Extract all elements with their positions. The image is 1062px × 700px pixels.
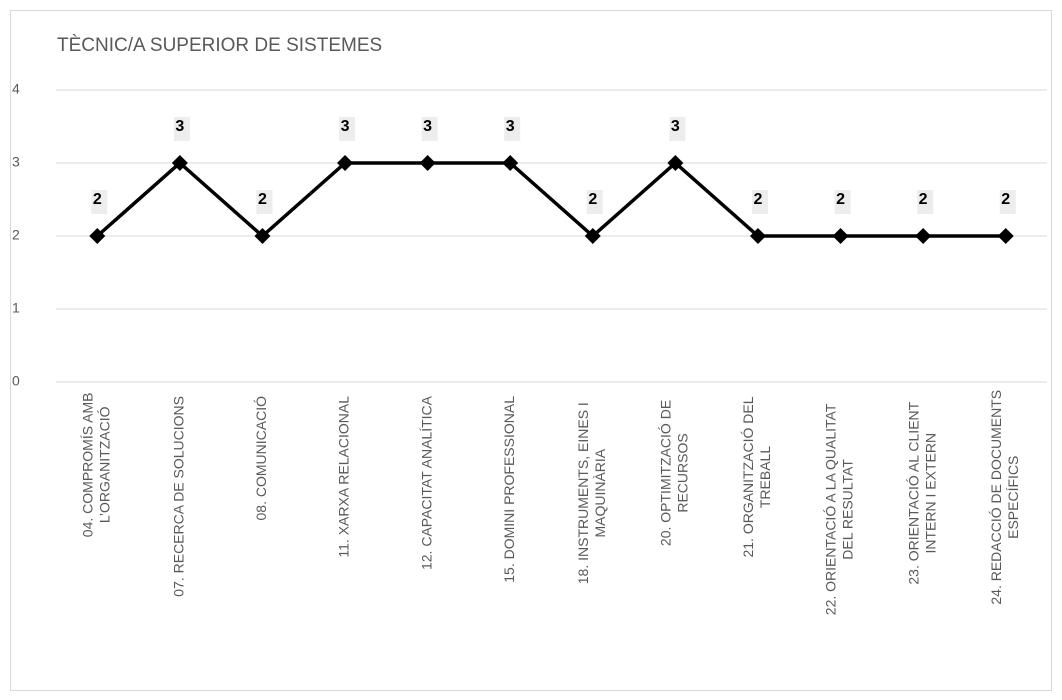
data-label: 2	[1001, 191, 1010, 208]
data-label-shadow	[834, 190, 851, 214]
marker	[419, 155, 436, 171]
x-tick-label: 23. ORIENTACIÓ AL CLIENT	[905, 401, 921, 584]
data-label-shadow	[339, 117, 356, 141]
y-tick-label: 0	[12, 373, 20, 389]
x-tick-label: 22. ORIENTACIÓ A LA QUALITAT	[823, 403, 839, 615]
chart-border	[10, 10, 1052, 691]
x-tick-label: L’ORGANITZACIÓ	[96, 406, 112, 523]
data-label: 3	[671, 118, 680, 135]
x-tick-label: 08. COMUNICACIÓ	[253, 396, 269, 521]
data-label-shadow	[91, 190, 108, 214]
marker	[667, 155, 684, 171]
data-label: 3	[506, 118, 515, 135]
y-tick-label: 2	[12, 227, 20, 243]
data-label: 2	[588, 191, 597, 208]
data-label-shadow	[586, 190, 603, 214]
x-tick-label: 20. OPTIMITZACIÓ DE	[658, 400, 674, 546]
data-label: 2	[93, 191, 102, 208]
x-tick-label: 24. REDACCIÓ DE DOCUMENTS	[988, 390, 1004, 605]
data-label-shadow	[256, 190, 273, 214]
data-label-shadow	[669, 117, 686, 141]
x-tick-label: 04. COMPROMÍS AMB	[79, 392, 95, 537]
data-label-shadow	[421, 117, 438, 141]
y-tick-label: 3	[12, 154, 20, 170]
line	[96, 160, 1006, 239]
data-label: 3	[341, 118, 350, 135]
x-tick-label: 07. RECERCA DE SOLUCIONS	[171, 396, 187, 597]
data-label: 2	[754, 191, 763, 208]
marker	[584, 228, 601, 244]
x-tick-label: 12. CAPACITAT ANALÍTICA	[418, 395, 434, 570]
x-tick-label: RECURSOS	[675, 433, 691, 512]
x-tick-label: DEL RESULTAT	[840, 459, 856, 560]
marker	[915, 228, 932, 244]
marker	[89, 228, 106, 244]
data-label: 3	[423, 118, 432, 135]
x-tick-label: TREBALL	[757, 446, 773, 508]
x-tick-label: 11. XARXA RELACIONAL	[336, 396, 352, 558]
y-tick-label: 4	[12, 81, 20, 97]
x-tick-label: INTERN I EXTERN	[922, 433, 938, 554]
x-tick-label: 15. DOMINI PROFESSIONAL	[501, 396, 517, 583]
y-tick-label: 1	[12, 300, 20, 316]
data-label: 2	[836, 191, 845, 208]
marker	[832, 228, 849, 244]
data-label-shadow	[999, 190, 1016, 214]
data-label: 2	[258, 191, 267, 208]
marker	[254, 228, 271, 244]
x-tick-label: ESPECÍFICS	[1005, 456, 1021, 539]
chart-title: TÈCNIC/A SUPERIOR DE SISTEMES	[57, 35, 382, 56]
data-label-shadow	[173, 117, 190, 141]
data-label-shadow	[917, 190, 934, 214]
marker	[337, 155, 354, 171]
data-label: 3	[175, 118, 184, 135]
data-label: 2	[919, 191, 928, 208]
marker	[171, 155, 188, 171]
x-tick-label: 21. ORGANITZACIÓ DEL	[740, 396, 756, 557]
x-tick-label: MAQUINÀRIA	[592, 448, 608, 537]
marker	[997, 228, 1014, 244]
x-tick-label: 18. INSTRUMENTS, EINES I	[575, 402, 591, 584]
data-label-shadow	[504, 117, 521, 141]
marker	[502, 155, 519, 171]
data-label-shadow	[751, 190, 768, 214]
marker	[749, 228, 766, 244]
